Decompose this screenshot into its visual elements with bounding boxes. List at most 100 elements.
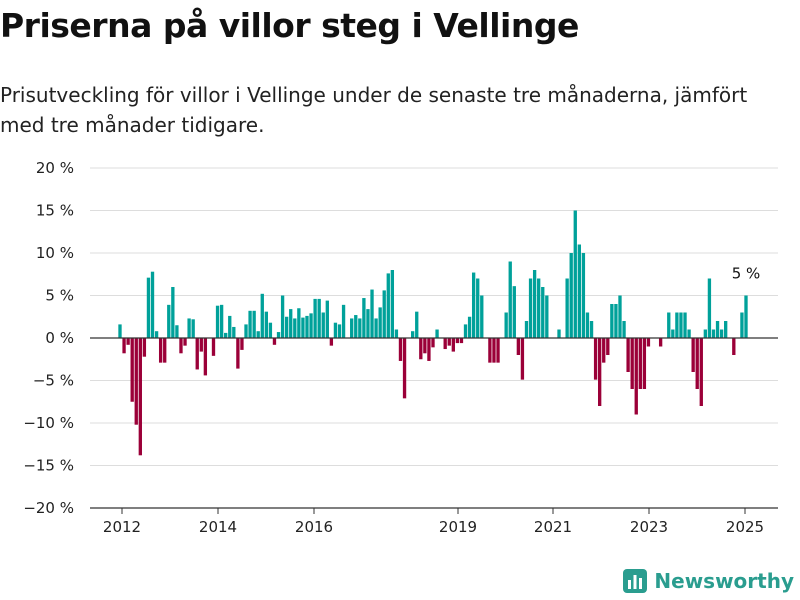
bar — [354, 315, 358, 338]
gridlines — [90, 167, 778, 466]
bar — [333, 322, 338, 338]
bar — [496, 338, 500, 363]
bar — [260, 293, 264, 338]
bar — [622, 321, 626, 338]
bar — [642, 338, 647, 389]
bar — [467, 316, 472, 338]
bar — [658, 338, 663, 347]
bar — [614, 304, 618, 338]
x-tick-label: 2012 — [103, 518, 141, 536]
bar — [297, 308, 301, 338]
bar — [130, 338, 134, 402]
bar — [362, 298, 366, 338]
x-tick-label: 2023 — [630, 518, 668, 536]
bar — [276, 332, 281, 338]
bar — [325, 300, 329, 338]
bar — [724, 321, 728, 338]
bar — [537, 278, 541, 338]
bar — [573, 210, 577, 338]
last-value-label: 5 % — [732, 265, 761, 283]
y-tick-label: 10 % — [36, 244, 74, 262]
bar — [634, 338, 638, 415]
bar — [528, 278, 533, 338]
bar — [240, 338, 244, 350]
bar — [191, 319, 195, 338]
bar — [122, 338, 126, 354]
bar — [305, 315, 309, 338]
bars — [118, 210, 748, 456]
x-tick-label: 2025 — [726, 518, 764, 536]
y-tick-label: −10 % — [23, 414, 74, 432]
bar — [423, 338, 427, 354]
bar — [329, 338, 334, 346]
bar — [179, 338, 183, 354]
bar — [589, 321, 594, 338]
bar — [711, 329, 716, 338]
bar — [557, 329, 561, 338]
bar — [358, 318, 362, 338]
bar — [699, 338, 703, 406]
bar — [451, 338, 455, 352]
bar — [602, 338, 606, 363]
bar — [195, 338, 199, 370]
bar — [463, 324, 468, 338]
bar — [691, 338, 695, 372]
bar — [471, 272, 476, 338]
bar — [171, 287, 175, 338]
bar — [419, 338, 423, 360]
bar — [488, 338, 492, 363]
y-tick-label: 0 % — [45, 329, 74, 347]
bar — [138, 338, 142, 456]
bar — [341, 304, 346, 338]
bar — [606, 338, 610, 355]
bar — [618, 295, 622, 338]
bar — [569, 253, 573, 338]
bar — [293, 318, 297, 338]
bar — [337, 324, 342, 338]
newsworthy-logo-icon — [623, 569, 648, 593]
bar — [163, 338, 167, 363]
bar — [150, 271, 155, 338]
bar — [252, 310, 256, 338]
bar — [236, 338, 240, 369]
bar — [703, 329, 708, 338]
bar — [593, 338, 598, 380]
bar — [508, 261, 512, 338]
y-tick-label: 20 % — [36, 159, 74, 177]
newsworthy-logo: Newsworthy — [622, 568, 794, 594]
bar — [455, 338, 460, 344]
bar — [744, 295, 748, 338]
bar — [272, 338, 277, 345]
bar — [687, 329, 691, 338]
bar — [301, 317, 305, 338]
bar — [118, 324, 122, 338]
bar — [443, 338, 447, 350]
bar — [459, 338, 464, 344]
bar — [366, 309, 370, 338]
bar — [280, 295, 285, 338]
bar — [447, 338, 451, 346]
bar — [626, 338, 630, 372]
bar — [476, 278, 480, 338]
bar — [126, 338, 130, 345]
y-tick-label: 5 % — [45, 287, 74, 305]
bar — [719, 329, 724, 338]
y-tick-label: −15 % — [23, 457, 74, 475]
bar — [285, 316, 289, 338]
bar — [492, 338, 496, 363]
bar — [577, 244, 581, 338]
bar — [394, 329, 399, 338]
bar — [411, 331, 415, 338]
bar — [154, 331, 159, 338]
bar — [224, 332, 228, 338]
bar — [524, 321, 529, 338]
bar — [581, 253, 586, 338]
bar — [398, 338, 403, 361]
bar — [374, 318, 378, 338]
bar — [187, 318, 191, 338]
y-tick-label: 15 % — [36, 202, 74, 220]
bar — [175, 325, 179, 338]
bar — [520, 338, 525, 380]
bar — [565, 278, 569, 338]
